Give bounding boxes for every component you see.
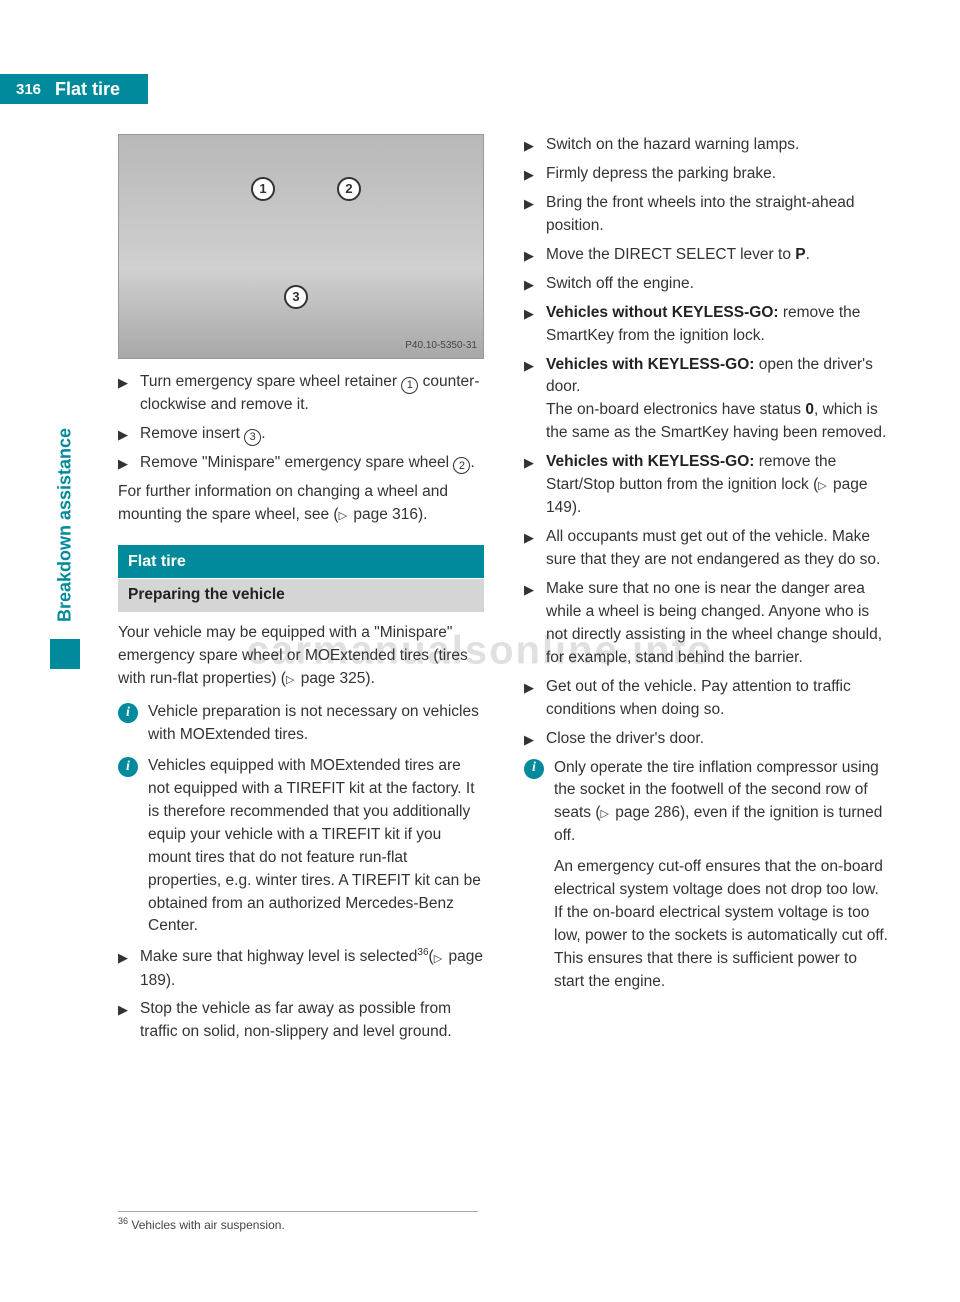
step-marker-icon: ▶ bbox=[524, 134, 536, 157]
step-text: Vehicles without KEYLESS-GO: remove the … bbox=[546, 302, 890, 348]
step-text: Close the driver's door. bbox=[546, 728, 890, 751]
step-text: Make sure that no one is near the danger… bbox=[546, 578, 890, 670]
info-note-1: i Vehicle preparation is not necessary o… bbox=[118, 701, 484, 747]
figure-callout-2: 2 bbox=[337, 177, 361, 201]
step-text: Remove "Minispare" emergency spare wheel… bbox=[140, 452, 484, 475]
info-icon: i bbox=[118, 757, 138, 777]
right-step: ▶ Switch off the engine. bbox=[524, 273, 890, 296]
info-note-3: i Only operate the tire inflation compre… bbox=[524, 757, 890, 849]
page-number: 316 bbox=[16, 81, 41, 98]
step-marker-icon: ▶ bbox=[118, 371, 130, 417]
step-marker-icon: ▶ bbox=[524, 302, 536, 348]
section-heading-flat-tire: Flat tire bbox=[118, 545, 484, 579]
left-step: ▶Stop the vehicle as far away as possibl… bbox=[118, 998, 484, 1044]
footnote-text: Vehicles with air suspension. bbox=[131, 1218, 284, 1232]
figure-id: P40.10-5350-31 bbox=[405, 339, 477, 354]
step-text: Make sure that highway level is selected… bbox=[140, 946, 484, 992]
footnote-num: 36 bbox=[118, 1216, 128, 1226]
left-step: ▶ Remove insert 3. bbox=[118, 423, 484, 446]
right-column: ▶ Switch on the hazard warning lamps. ▶ Fir… bbox=[524, 134, 890, 1050]
step-marker-icon: ▶ bbox=[524, 354, 536, 446]
page-header: 316 Flat tire bbox=[0, 74, 148, 104]
step-marker-icon: ▶ bbox=[524, 192, 536, 238]
step-marker-icon: ▶ bbox=[524, 163, 536, 186]
right-step: ▶ Move the DIRECT SELECT lever to P. bbox=[524, 244, 890, 267]
side-tab: Breakdown assistance bbox=[50, 397, 80, 669]
subsection-heading-preparing: Preparing the vehicle bbox=[118, 578, 484, 612]
info-icon: i bbox=[118, 703, 138, 723]
step-marker-icon: ▶ bbox=[118, 946, 130, 992]
side-tab-marker bbox=[50, 639, 80, 669]
right-step: ▶Vehicles without KEYLESS-GO: remove the… bbox=[524, 302, 890, 348]
step-marker-icon: ▶ bbox=[524, 244, 536, 267]
step-text: Move the DIRECT SELECT lever to P. bbox=[546, 244, 890, 267]
step-marker-icon: ▶ bbox=[524, 526, 536, 572]
right-step: ▶Vehicles with KEYLESS-GO: open the driv… bbox=[524, 354, 890, 446]
para-equipped: Your vehicle may be equipped with a "Min… bbox=[118, 622, 484, 691]
step-marker-icon: ▶ bbox=[524, 728, 536, 751]
step-marker-icon: ▶ bbox=[524, 578, 536, 670]
right-step: ▶ Switch on the hazard warning lamps. bbox=[524, 134, 890, 157]
left-step: ▶Make sure that highway level is selecte… bbox=[118, 946, 484, 992]
right-step: ▶Get out of the vehicle. Pay attention t… bbox=[524, 676, 890, 722]
step-text: Turn emergency spare wheel retainer 1 co… bbox=[140, 371, 484, 417]
info-text-2: Vehicles equipped with MOExtended tires … bbox=[148, 755, 484, 939]
left-column: 123P40.10-5350-31 ▶Turn emergency spare … bbox=[118, 134, 484, 1050]
para-cutoff: An emergency cut-off ensures that the on… bbox=[554, 856, 890, 994]
step-marker-icon: ▶ bbox=[524, 676, 536, 722]
left-step: ▶Turn emergency spare wheel retainer 1 c… bbox=[118, 371, 484, 417]
step-text: Stop the vehicle as far away as possible… bbox=[140, 998, 484, 1044]
step-marker-icon: ▶ bbox=[118, 998, 130, 1044]
left-step: ▶ Remove "Minispare" emergency spare whee… bbox=[118, 452, 484, 475]
spare-wheel-figure: 1 2 3 P40.10-5350-31 bbox=[118, 134, 484, 359]
para-further-info: For further information on changing a wh… bbox=[118, 481, 484, 527]
info-text-1: Vehicle preparation is not necessary on … bbox=[148, 701, 484, 747]
step-text: Switch on the hazard warning lamps. bbox=[546, 134, 890, 157]
figure-callout-1: 1 bbox=[251, 177, 275, 201]
step-text: Get out of the vehicle. Pay attention to… bbox=[546, 676, 890, 722]
step-text: All occupants must get out of the vehicl… bbox=[546, 526, 890, 572]
info-text-3: Only operate the tire inflation compress… bbox=[554, 757, 890, 849]
footnote: 36 Vehicles with air suspension. bbox=[118, 1211, 478, 1232]
page-title: Flat tire bbox=[55, 79, 120, 100]
step-marker-icon: ▶ bbox=[524, 451, 536, 520]
step-marker-icon: ▶ bbox=[118, 452, 130, 475]
right-step: ▶Bring the front wheels into the straigh… bbox=[524, 192, 890, 238]
side-tab-label: Breakdown assistance bbox=[55, 428, 76, 622]
right-step: ▶ Close the driver's door. bbox=[524, 728, 890, 751]
right-step: ▶All occupants must get out of the vehic… bbox=[524, 526, 890, 572]
right-step: ▶ Firmly depress the parking brake. bbox=[524, 163, 890, 186]
step-text: Vehicles with KEYLESS-GO: remove the Sta… bbox=[546, 451, 890, 520]
step-text: Remove insert 3. bbox=[140, 423, 484, 446]
step-marker-icon: ▶ bbox=[118, 423, 130, 446]
step-text: Switch off the engine. bbox=[546, 273, 890, 296]
step-text: Bring the front wheels into the straight… bbox=[546, 192, 890, 238]
step-marker-icon: ▶ bbox=[524, 273, 536, 296]
figure-callout-3: 3 bbox=[284, 285, 308, 309]
info-note-2: i Vehicles equipped with MOExtended tire… bbox=[118, 755, 484, 939]
info-icon: i bbox=[524, 759, 544, 779]
step-text: Vehicles with KEYLESS-GO: open the drive… bbox=[546, 354, 890, 446]
right-step: ▶Make sure that no one is near the dange… bbox=[524, 578, 890, 670]
right-step: ▶Vehicles with KEYLESS-GO: remove the St… bbox=[524, 451, 890, 520]
step-text: Firmly depress the parking brake. bbox=[546, 163, 890, 186]
